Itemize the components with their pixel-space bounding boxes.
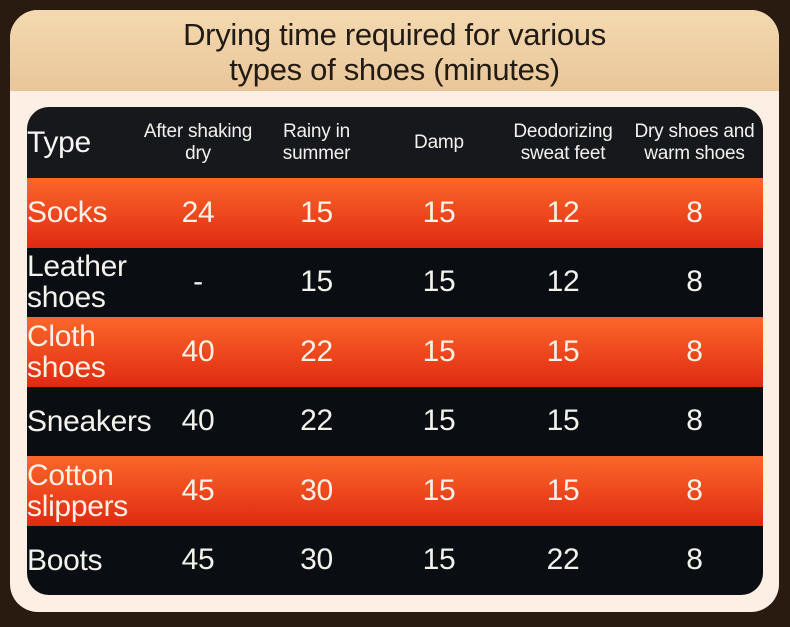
cell-value: 15 [546, 473, 580, 507]
column-header-damp: Damp [414, 131, 464, 153]
drying-time-table: Type After shaking dry Rainy in summer D… [27, 107, 763, 595]
cell-value: 15 [300, 265, 333, 299]
cell-value: 45 [181, 473, 215, 507]
cell-value: 22 [300, 404, 333, 438]
drying-table: Type After shaking dry Rainy in summer D… [27, 107, 763, 595]
row-label: Leather shoes [27, 250, 127, 315]
row-label: Cloth shoes [27, 319, 106, 384]
row-label: Cotton slippers [27, 458, 128, 523]
cell-value: 15 [422, 473, 456, 507]
title-line-1: Drying time required for various [183, 16, 606, 52]
cell-value: 8 [686, 543, 703, 577]
cell-value: 30 [300, 543, 333, 577]
cell-value: 45 [181, 543, 215, 577]
table-row-boots: Boots 45 30 15 22 8 [27, 525, 763, 595]
cell-value: 8 [686, 195, 703, 229]
column-header-deodorizing-sweat-feet: Deodorizing sweat feet [513, 120, 613, 164]
cell-value: 8 [686, 265, 703, 299]
column-header-after-shaking-dry: After shaking dry [143, 120, 253, 164]
cell-value: 8 [686, 334, 703, 368]
cell-value: 15 [422, 195, 456, 229]
cell-value: 22 [300, 334, 333, 368]
cell-value: 12 [546, 265, 580, 299]
cell-value: 15 [546, 404, 580, 438]
cell-value: 15 [422, 404, 456, 438]
cell-value: 40 [181, 404, 215, 438]
column-header-rainy-in-summer: Rainy in summer [282, 120, 351, 164]
cell-value: 24 [181, 195, 215, 229]
cell-value: 8 [686, 473, 703, 507]
column-header-type: Type [27, 125, 91, 159]
table-row-cloth-shoes: Cloth shoes 40 22 15 15 8 [27, 317, 763, 387]
cell-value: - [193, 265, 203, 299]
table-row-cotton-slippers: Cotton slippers 45 30 15 15 8 [27, 456, 763, 526]
table-row-leather-shoes: Leather shoes - 15 15 12 8 [27, 247, 763, 317]
cell-value: 15 [422, 543, 456, 577]
cell-value: 15 [422, 334, 456, 368]
table-row-socks: Socks 24 15 15 12 8 [27, 178, 763, 248]
title-line-2: types of shoes (minutes) [229, 51, 560, 87]
row-label: Socks [27, 196, 108, 230]
cell-value: 40 [181, 334, 215, 368]
poster-card: Drying time required for various types o… [10, 10, 779, 612]
cell-value: 15 [422, 265, 456, 299]
cell-value: 8 [686, 404, 703, 438]
cell-value: 15 [546, 334, 580, 368]
cell-value: 12 [546, 195, 580, 229]
cell-value: 15 [300, 195, 333, 229]
cell-value: 22 [546, 543, 580, 577]
column-header-dry-and-warm-shoes: Dry shoes and warm shoes [634, 120, 755, 164]
table-header-row: Type After shaking dry Rainy in summer D… [27, 107, 763, 178]
row-label: Boots [27, 543, 103, 577]
row-label: Sneakers [27, 404, 152, 438]
cell-value: 30 [300, 473, 333, 507]
title-banner: Drying time required for various types o… [10, 10, 779, 91]
table-row-sneakers: Sneakers 40 22 15 15 8 [27, 386, 763, 456]
